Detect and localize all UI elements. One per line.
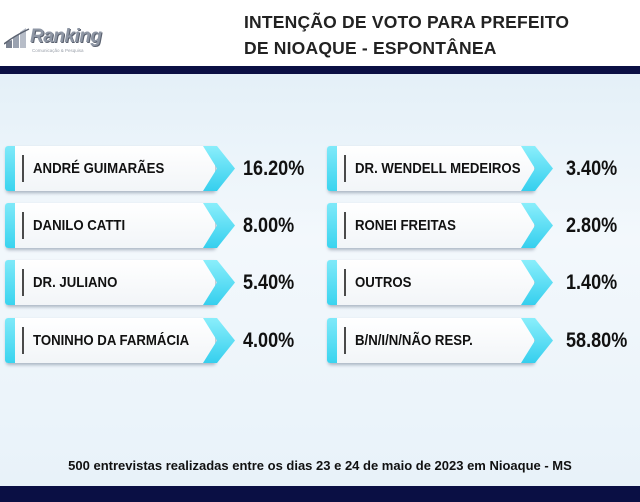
bottom-divider-bar: [0, 486, 640, 502]
top-divider-bar: [0, 66, 640, 74]
footer-note: 500 entrevistas realizadas entre os dias…: [68, 458, 572, 473]
candidate-name: DR. JULIANO: [33, 274, 118, 291]
result-row: DR. WENDELL MEDEIROS 3.40%: [0, 146, 640, 191]
candidate-name: DR. WENDELL MEDEIROS: [355, 160, 521, 177]
result-row: TONINHO DA FARMÁCIA 4.00%: [0, 318, 640, 363]
card-accent-strip: [327, 260, 337, 305]
candidate-card: TONINHO DA FARMÁCIA: [5, 318, 215, 363]
chevron-right-icon: [521, 203, 553, 248]
logo-subtitle: Comunicação & Pesquisa: [32, 48, 84, 53]
result-row: DR. JULIANO 5.40%: [0, 260, 640, 305]
candidate-card: DR. JULIANO: [5, 260, 215, 305]
candidate-name: DANILO CATTI: [33, 217, 126, 234]
vote-percentage: 3.40%: [566, 157, 618, 180]
card-separator: [344, 155, 346, 182]
page-title: INTENÇÃO DE VOTO PARA PREFEITO DE NIOAQU…: [244, 9, 634, 61]
chevron-right-icon: [203, 146, 235, 191]
chevron-right-icon: [203, 260, 235, 305]
result-row: B/N/I/N/NÃO RESP. 58.80%: [0, 318, 640, 363]
logo-text: Ranking: [30, 26, 102, 47]
chevron-right-icon: [203, 318, 235, 363]
candidate-name: OUTROS: [355, 274, 412, 291]
candidate-name: TONINHO DA FARMÁCIA: [33, 332, 190, 349]
candidate-card: DR. WENDELL MEDEIROS: [327, 146, 534, 191]
card-accent-strip: [5, 146, 15, 191]
ranking-logo: Ranking Comunicação & Pesquisa: [4, 24, 108, 56]
result-row: RONEI FREITAS 2.80%: [0, 203, 640, 248]
vote-percentage: 16.20%: [243, 157, 305, 180]
chevron-right-icon: [521, 146, 553, 191]
chevron-right-icon: [521, 260, 553, 305]
card-separator: [344, 327, 346, 354]
card-separator: [22, 212, 24, 239]
candidate-card: B/N/I/N/NÃO RESP.: [327, 318, 534, 363]
vote-percentage: 5.40%: [243, 271, 295, 294]
card-separator: [344, 212, 346, 239]
chevron-right-icon: [203, 203, 235, 248]
card-separator: [344, 269, 346, 296]
vote-percentage: 58.80%: [566, 329, 628, 352]
vote-percentage: 2.80%: [566, 214, 618, 237]
card-separator: [22, 155, 24, 182]
card-accent-strip: [327, 146, 337, 191]
vote-percentage: 1.40%: [566, 271, 618, 294]
vote-percentage: 4.00%: [243, 329, 295, 352]
card-accent-strip: [5, 318, 15, 363]
logo-bars-icon: [4, 28, 30, 48]
card-separator: [22, 269, 24, 296]
card-accent-strip: [5, 203, 15, 248]
candidate-card: DANILO CATTI: [5, 203, 215, 248]
header: Ranking Comunicação & Pesquisa INTENÇÃO …: [0, 0, 640, 64]
candidate-card: ANDRÉ GUIMARÃES: [5, 146, 215, 191]
result-row: DANILO CATTI 8.00%: [0, 203, 640, 248]
vote-percentage: 8.00%: [243, 214, 295, 237]
title-line-2: DE NIOAQUE - ESPONTÂNEA: [244, 38, 497, 58]
result-row: ANDRÉ GUIMARÃES 16.20%: [0, 146, 640, 191]
chevron-right-icon: [521, 318, 553, 363]
result-row: OUTROS 1.40%: [0, 260, 640, 305]
card-accent-strip: [327, 318, 337, 363]
card-accent-strip: [327, 203, 337, 248]
candidate-card: RONEI FREITAS: [327, 203, 534, 248]
title-line-1: INTENÇÃO DE VOTO PARA PREFEITO: [244, 12, 570, 32]
card-separator: [22, 327, 24, 354]
candidate-name: RONEI FREITAS: [355, 217, 456, 234]
candidate-card: OUTROS: [327, 260, 534, 305]
candidate-name: ANDRÉ GUIMARÃES: [33, 160, 165, 177]
candidate-name: B/N/I/N/NÃO RESP.: [355, 332, 473, 349]
card-accent-strip: [5, 260, 15, 305]
